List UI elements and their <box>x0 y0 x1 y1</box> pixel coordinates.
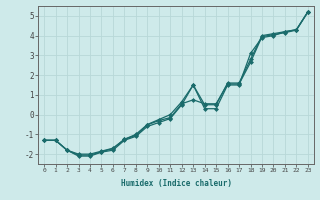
X-axis label: Humidex (Indice chaleur): Humidex (Indice chaleur) <box>121 179 231 188</box>
